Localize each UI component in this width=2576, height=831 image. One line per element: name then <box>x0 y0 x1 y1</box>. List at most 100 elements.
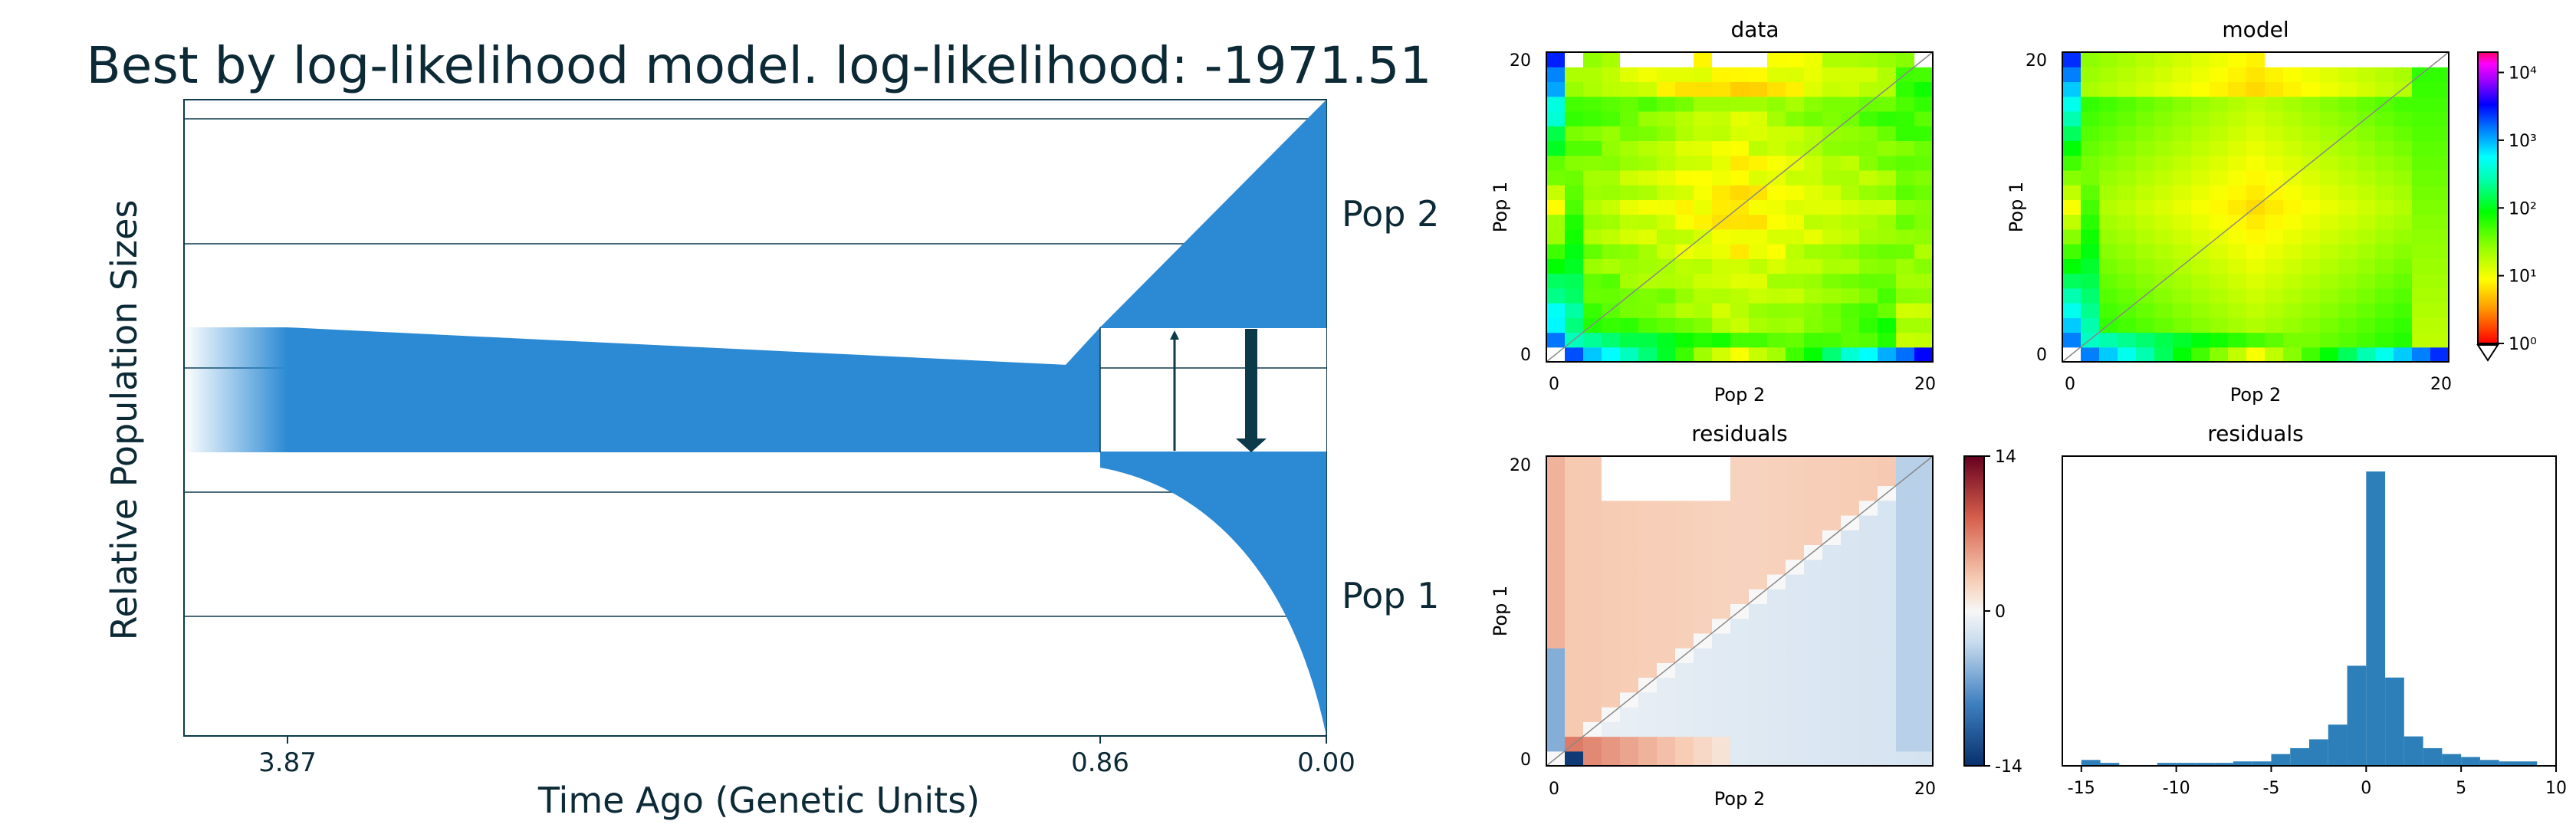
heatmap-cell <box>2136 332 2155 348</box>
heatmap-cell <box>2062 185 2082 200</box>
heatmap-cell <box>2081 185 2100 200</box>
heatmap-cell <box>2320 317 2339 333</box>
heatmap-cell <box>1620 721 1639 737</box>
heatmap-cell <box>1914 691 1934 708</box>
heatmap-cell <box>1657 96 1676 112</box>
heatmap-cell <box>2338 228 2358 245</box>
heatmap-cell <box>2265 273 2284 289</box>
heatmap-cell <box>1859 185 1878 200</box>
heatmap-cell <box>1620 140 1639 156</box>
heatmap-cell <box>1657 126 1676 142</box>
heatmap-cell <box>1675 110 1694 126</box>
heatmap-cell <box>2265 67 2284 83</box>
heatmap-cell <box>1602 81 1621 97</box>
heatmap-cell <box>1712 169 1731 186</box>
heatmap-cell <box>1822 317 1842 333</box>
heatmap-cell <box>1730 544 1750 560</box>
heatmap-cell <box>1749 258 1768 274</box>
hist-bar <box>2100 763 2120 766</box>
heatmap-cell <box>2430 155 2450 171</box>
heatmap-cell <box>2210 96 2229 112</box>
heatmap-cell <box>2191 126 2210 142</box>
heatmap-cell <box>1804 273 1823 289</box>
heatmap-cell <box>2062 317 2082 333</box>
heatmap-cell <box>1638 52 1658 67</box>
heatmap-cell <box>2154 185 2174 200</box>
heatmap-cell <box>2375 81 2394 97</box>
heatmap-cell <box>1712 514 1731 530</box>
heatmap-cell <box>1804 721 1823 737</box>
heatmap-cell <box>1859 603 1878 619</box>
heatmap-cell <box>2081 96 2100 112</box>
heatmap-cell <box>2081 287 2100 304</box>
heatmap-cell <box>2118 214 2137 230</box>
heatmap-cell <box>1694 751 1713 767</box>
heatmap-cell <box>1786 603 1805 619</box>
heatmap-cell <box>1546 632 1566 649</box>
heatmap-cell <box>2283 332 2302 348</box>
residuals-colorbar-ticks: 14 0 -14 <box>1984 448 2022 777</box>
residuals-ytick-20: 20 <box>1510 456 1531 475</box>
heatmap-cell <box>2394 185 2413 200</box>
heatmap-cell <box>2191 347 2210 363</box>
heatmap-cell <box>2302 228 2321 245</box>
heatmap-cell <box>1730 67 1750 83</box>
heatmap-cell <box>1786 632 1805 649</box>
heatmap-cell <box>1804 514 1823 530</box>
heatmap-cell <box>1675 287 1694 304</box>
heatmap-cell <box>1675 258 1694 274</box>
heatmap-cell <box>1730 677 1750 693</box>
heatmap-cell <box>1896 258 1915 274</box>
heatmap-cell <box>1841 456 1860 471</box>
heatmap-cell <box>1565 185 1584 200</box>
heatmap-cell <box>2099 110 2118 126</box>
heatmap-cell <box>1822 273 1842 289</box>
heatmap-cell <box>1657 677 1676 693</box>
demo-xtick-label: 0.86 <box>1071 747 1129 778</box>
heatmap-cell <box>1822 332 1842 348</box>
heatmap-cell <box>1675 485 1694 501</box>
heatmap-cell <box>2118 185 2137 200</box>
heatmap-cell <box>2430 287 2450 304</box>
heatmap-cell <box>1822 81 1842 97</box>
heatmap-cell <box>2173 228 2192 245</box>
heatmap-cell <box>2302 96 2321 112</box>
heatmap-cell <box>1565 214 1584 230</box>
heatmap-cell <box>1804 214 1823 230</box>
heatmap-cell <box>2173 347 2192 363</box>
heatmap-cell <box>1620 751 1639 767</box>
heatmap-cell <box>1730 185 1750 200</box>
heatmap-cell <box>2246 81 2266 97</box>
heatmap-cell <box>2265 169 2284 186</box>
heatmap-cell <box>1804 573 1823 590</box>
heatmap-cell <box>1602 632 1621 649</box>
hist-xtick-label: 0 <box>2361 779 2371 798</box>
heatmap-cell <box>2302 258 2321 274</box>
heatmap-cell <box>1767 500 1786 516</box>
heatmap-cell <box>1804 500 1823 516</box>
heatmap-cell <box>1822 544 1842 560</box>
heatmap-cell <box>1804 67 1823 83</box>
hist-bar <box>2271 754 2291 766</box>
heatmap-cell <box>2302 347 2321 363</box>
heatmap-cell <box>2210 258 2229 274</box>
heatmap-cell <box>1583 258 1602 274</box>
heatmap-cell <box>2246 155 2266 171</box>
heatmap-cell <box>1896 303 1915 318</box>
heatmap-cell <box>1675 632 1694 649</box>
heatmap-cell <box>1786 514 1805 530</box>
heatmap-cell <box>2118 273 2137 289</box>
heatmap-cell <box>1675 81 1694 97</box>
diagonal-line <box>1546 455 1934 767</box>
heatmap-cell <box>1878 317 1897 333</box>
heatmap-cell <box>1914 530 1934 546</box>
heatmap-cell <box>2375 228 2394 245</box>
heatmap-cell <box>2357 81 2376 97</box>
heatmap-cell <box>1822 648 1842 663</box>
heatmap-cell <box>2430 244 2450 259</box>
heatmap-cell <box>1859 347 1878 363</box>
heatmap-cell <box>2136 303 2155 318</box>
heatmap-cell <box>1730 169 1750 186</box>
heatmap-cell <box>1546 155 1566 171</box>
heatmap-cell <box>1859 589 1878 604</box>
